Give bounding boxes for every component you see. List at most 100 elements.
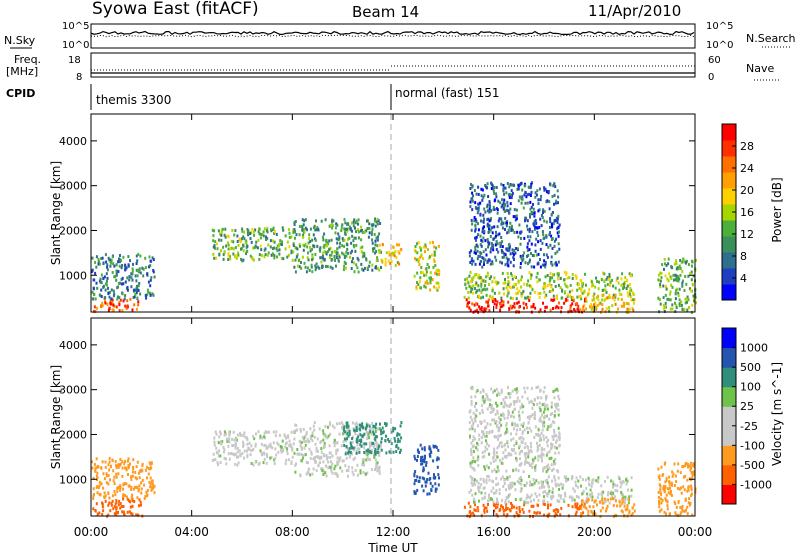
- data-cell: [326, 436, 329, 440]
- data-cell: [631, 291, 634, 295]
- data-cell: [659, 488, 662, 492]
- data-cell: [569, 306, 572, 310]
- data-cell: [340, 421, 343, 425]
- data-cell: [610, 479, 613, 483]
- data-cell: [470, 395, 473, 399]
- data-cell: [487, 301, 489, 305]
- data-cell: [310, 450, 313, 454]
- data-cell: [552, 298, 555, 302]
- data-cell: [320, 260, 323, 264]
- data-cell: [304, 435, 307, 438]
- data-cell: [355, 428, 358, 432]
- data-cell: [566, 285, 569, 289]
- data-cell: [499, 303, 502, 307]
- data-cell: [95, 457, 98, 461]
- data-cell: [550, 401, 553, 405]
- data-cell: [504, 402, 507, 406]
- data-cell: [110, 288, 113, 292]
- data-cell: [470, 402, 473, 406]
- data-cell: [148, 255, 151, 259]
- data-cell: [506, 416, 509, 420]
- data-cell: [486, 509, 489, 513]
- data-cell: [488, 277, 491, 281]
- data-cell: [125, 468, 128, 472]
- data-cell: [119, 484, 122, 488]
- data-cell: [249, 237, 252, 241]
- data-cell: [520, 405, 523, 409]
- data-cell: [502, 303, 505, 307]
- data-cell: [478, 499, 480, 503]
- data-cell: [526, 461, 529, 464]
- data-cell: [501, 462, 504, 466]
- data-cell: [217, 229, 220, 233]
- data-cell: [632, 298, 635, 302]
- data-cell: [612, 293, 615, 297]
- data-cell: [681, 281, 684, 285]
- data-cell: [334, 226, 337, 230]
- data-cell: [513, 482, 516, 486]
- data-cell: [482, 503, 485, 507]
- freq-left-tick-top: 18: [68, 55, 81, 66]
- data-cell: [483, 260, 485, 264]
- data-cell: [357, 236, 360, 240]
- data-cell: [526, 254, 528, 258]
- data-cell: [302, 243, 305, 247]
- data-cell: [603, 298, 606, 302]
- data-cell: [237, 461, 240, 465]
- data-cell: [323, 243, 326, 247]
- data-cell: [221, 440, 224, 443]
- data-cell: [592, 294, 595, 298]
- data-cell: [527, 495, 530, 499]
- data-cell: [577, 479, 580, 483]
- data-cell: [679, 513, 682, 517]
- data-cell: [491, 289, 494, 293]
- data-cell: [468, 284, 471, 288]
- data-cell: [107, 503, 110, 507]
- data-cell: [476, 249, 479, 253]
- data-cell: [533, 498, 535, 502]
- data-cell: [263, 431, 266, 435]
- data-cell: [514, 451, 517, 455]
- x-tick-label: 04:00: [174, 525, 209, 539]
- data-cell: [528, 248, 531, 252]
- data-cell: [121, 264, 124, 267]
- data-cell: [490, 387, 493, 391]
- data-cell: [393, 436, 396, 440]
- data-cell: [501, 245, 504, 249]
- data-cell: [135, 288, 138, 292]
- data-cell: [555, 199, 558, 203]
- data-cell: [554, 451, 557, 455]
- data-cell: [513, 402, 516, 406]
- y-tick-label: 2000: [59, 224, 87, 237]
- data-cell: [685, 462, 688, 466]
- data-cell: [687, 488, 690, 492]
- data-cell: [548, 466, 551, 470]
- data-cell: [329, 460, 332, 464]
- data-cell: [273, 462, 276, 466]
- data-cell: [532, 483, 535, 487]
- data-cell: [392, 245, 395, 249]
- data-cell: [112, 308, 115, 312]
- data-cell: [118, 309, 121, 313]
- data-cell: [107, 256, 110, 260]
- data-cell: [495, 387, 498, 391]
- data-cell: [467, 501, 470, 505]
- data-cell: [555, 216, 558, 220]
- data-cell: [131, 504, 134, 508]
- data-cell: [284, 247, 287, 251]
- data-cell: [378, 232, 381, 236]
- data-cell: [418, 246, 421, 249]
- data-cell: [581, 478, 584, 482]
- data-cell: [551, 490, 554, 494]
- data-cell: [514, 251, 517, 255]
- data-cell: [286, 447, 289, 451]
- data-cell: [471, 427, 474, 431]
- data-cell: [488, 202, 491, 206]
- data-cell: [560, 494, 562, 498]
- data-cell: [547, 425, 550, 429]
- data-cell: [475, 281, 478, 285]
- data-cell: [475, 446, 478, 450]
- data-cell: [288, 439, 291, 443]
- data-cell: [242, 243, 244, 247]
- data-cell: [544, 397, 547, 401]
